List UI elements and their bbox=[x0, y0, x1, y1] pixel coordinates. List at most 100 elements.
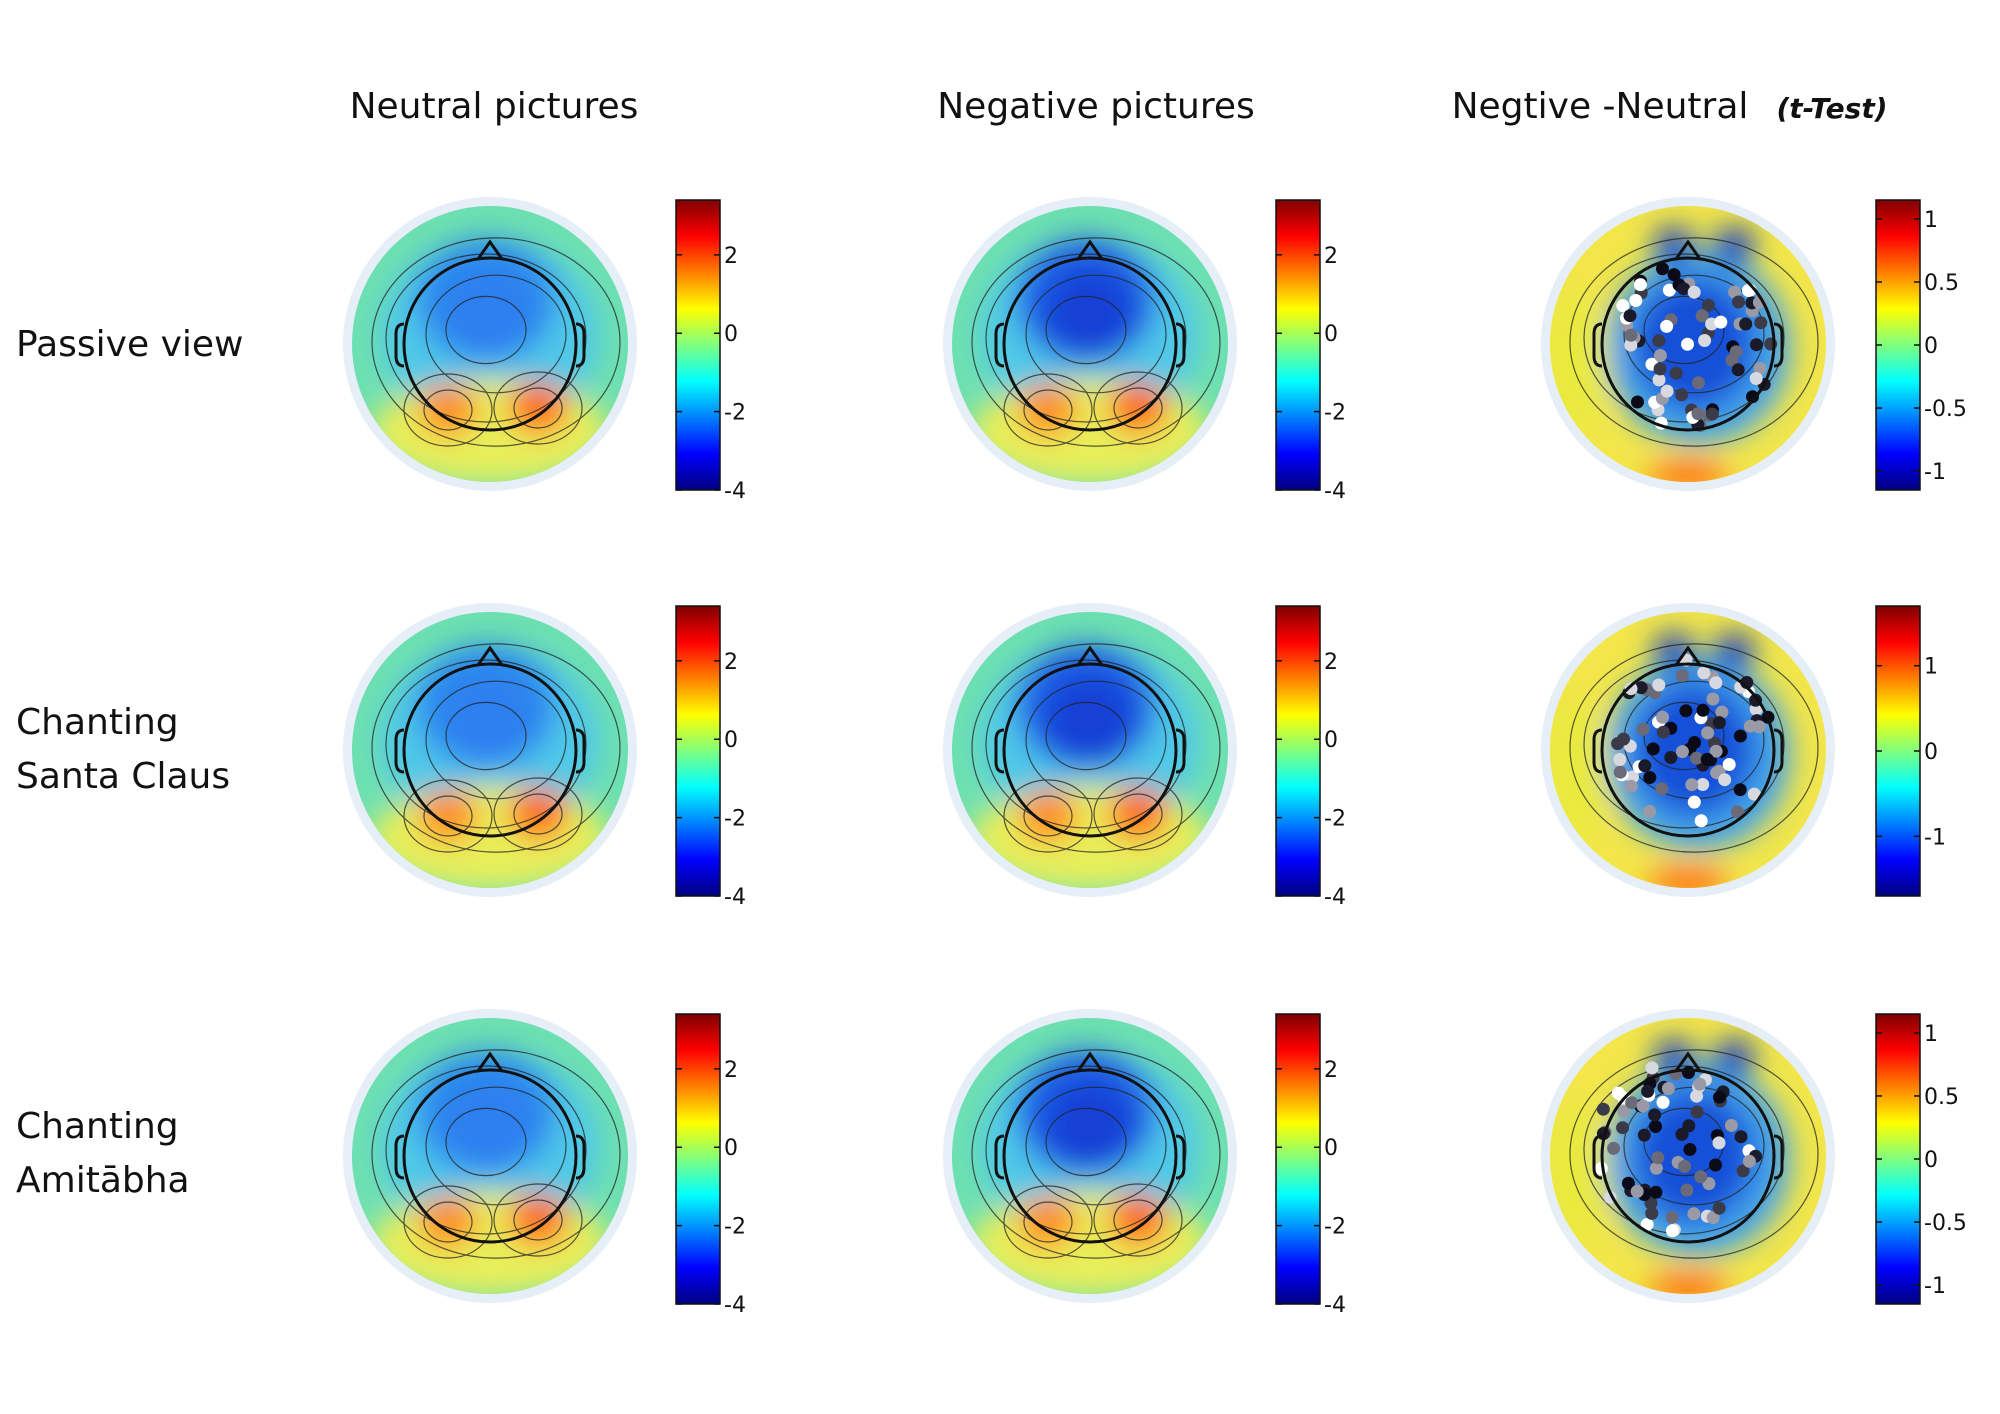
colorbar-tick-label: 2 bbox=[1324, 1058, 1338, 1083]
colorbar-r3-c3: 1 0.5 0 -0.5 -1 bbox=[1875, 1013, 1967, 1305]
electrode-dot bbox=[1660, 384, 1674, 398]
electrode-dot bbox=[1715, 705, 1729, 719]
electrode-dot bbox=[1629, 294, 1643, 307]
electrode-dot bbox=[1693, 1077, 1707, 1091]
electrode-dot bbox=[1638, 759, 1652, 773]
colorbar-tick-label: -4 bbox=[1324, 885, 1346, 910]
electrode-dot bbox=[1728, 285, 1742, 299]
column-title-ttest-suffix: (t-Test) bbox=[1776, 92, 1887, 125]
colorbar-r3-c1: 2 0 -2 -4 bbox=[675, 1013, 746, 1318]
electrode-dot bbox=[1687, 795, 1701, 809]
electrode-dot bbox=[1694, 814, 1708, 828]
colorbar-tick-label: -0.5 bbox=[1924, 1211, 1967, 1236]
electrode-dot bbox=[1733, 783, 1747, 797]
colorbar-tick-label: 2 bbox=[1324, 244, 1338, 269]
colorbar-tick-label: -4 bbox=[1324, 479, 1346, 504]
colorbar-grid: 2 0 -2 -4 2 0 -2 -4 1 0.5 0 -0.5 -1 2 0 -2 -4 2 0 -2 -4 1 0 -1 2… bbox=[675, 199, 1967, 1318]
column-title-neutral: Neutral pictures bbox=[350, 86, 639, 127]
electrode-dot bbox=[1681, 337, 1694, 351]
colorbar-tick-label: 0 bbox=[1324, 1136, 1338, 1161]
electrode-dot bbox=[1611, 1086, 1625, 1100]
topomap-r1-c3 bbox=[1541, 197, 1835, 491]
topomap-r3-c3 bbox=[1541, 1009, 1835, 1303]
electrode-dot bbox=[1649, 1185, 1663, 1199]
electrode-dot bbox=[1709, 1158, 1722, 1172]
electrode-dot bbox=[1665, 1210, 1679, 1224]
electrode-dot bbox=[1643, 771, 1657, 784]
electrode-dot bbox=[1624, 328, 1638, 342]
topomap-r2-c3 bbox=[1541, 603, 1835, 897]
electrode-dot bbox=[1649, 1120, 1662, 1133]
electrode-dot bbox=[1617, 732, 1630, 746]
colorbar-tick-label: -1 bbox=[1924, 1274, 1946, 1299]
column-title-negative: Negative pictures bbox=[937, 86, 1255, 127]
electrode-dot bbox=[1675, 745, 1689, 759]
electrode-dot bbox=[1687, 285, 1701, 299]
colorbar-tick-label: -2 bbox=[1324, 807, 1346, 832]
colorbar-tick-label: 2 bbox=[724, 650, 738, 675]
electrode-dot bbox=[1652, 373, 1666, 387]
head-outline bbox=[1592, 1051, 1784, 1244]
electrode-dot bbox=[1624, 779, 1638, 793]
topomap-r1-c2 bbox=[943, 197, 1237, 491]
colorbar-r3-c2: 2 0 -2 -4 bbox=[1275, 1013, 1346, 1318]
colorbar-tick-label: 1 bbox=[1924, 1022, 1938, 1047]
electrode-dot bbox=[1714, 315, 1728, 329]
electrode-dot bbox=[1696, 778, 1710, 791]
topomap-r2-c1 bbox=[343, 603, 637, 897]
row-label-amitabha-line1: Chanting bbox=[16, 1106, 179, 1147]
electrode-dot bbox=[1624, 682, 1638, 696]
colorbar-tick-label: 2 bbox=[724, 244, 738, 269]
electrode-dot bbox=[1677, 282, 1691, 296]
electrode-dot bbox=[1678, 1159, 1692, 1173]
colorbar-tick-label: -4 bbox=[1324, 1293, 1346, 1318]
colorbar-tick-label: -0.5 bbox=[1924, 397, 1967, 422]
electrode-dot bbox=[1688, 736, 1702, 749]
electrode-dot bbox=[1733, 729, 1747, 743]
electrode-dot bbox=[1624, 338, 1638, 352]
electrode-dot bbox=[1675, 388, 1689, 402]
colorbar-tick-label: -4 bbox=[724, 885, 746, 910]
colorbar-tick-label: 0.5 bbox=[1924, 1085, 1959, 1110]
colorbar-r1-c2: 2 0 -2 -4 bbox=[1275, 199, 1346, 504]
electrode-dot bbox=[1643, 805, 1657, 818]
electrode-dot bbox=[1724, 1118, 1738, 1132]
electrode-dot bbox=[1613, 753, 1627, 766]
electrode-dot bbox=[1656, 1095, 1670, 1109]
electrode-dot bbox=[1617, 1105, 1631, 1119]
electrode-dot bbox=[1752, 720, 1766, 734]
colorbar-tick-label: 0 bbox=[1924, 334, 1938, 359]
electrode-dot bbox=[1616, 299, 1630, 313]
electrode-dot bbox=[1697, 666, 1711, 680]
electrode-dot bbox=[1631, 395, 1644, 409]
electrode-dot bbox=[1687, 1207, 1701, 1221]
electrode-dot bbox=[1675, 669, 1689, 682]
colorbar-tick-label: -2 bbox=[1324, 401, 1346, 426]
electrode-dot bbox=[1648, 1108, 1662, 1122]
electrode-dot bbox=[1613, 765, 1627, 779]
topomap-r2-c2 bbox=[943, 603, 1237, 897]
colorbar-tick-label: 0 bbox=[724, 322, 738, 347]
electrode-dot bbox=[1742, 1154, 1756, 1168]
electrode-dot bbox=[1754, 316, 1768, 330]
electrode-dot bbox=[1709, 744, 1723, 758]
colorbar-tick-label: -1 bbox=[1924, 825, 1946, 850]
electrode-dot bbox=[1641, 1084, 1655, 1098]
colorbar-r1-c1: 2 0 -2 -4 bbox=[675, 199, 746, 504]
electrode-dot bbox=[1656, 262, 1669, 276]
topomap-grid bbox=[343, 197, 1835, 1303]
electrode-dot bbox=[1636, 1099, 1650, 1113]
colorbar-tick-label: 0 bbox=[1924, 1148, 1938, 1173]
electrode-dot bbox=[1730, 805, 1744, 819]
electrode-dot bbox=[1655, 782, 1669, 796]
colorbar-tick-label: -4 bbox=[724, 479, 746, 504]
colorbar-tick-label: -1 bbox=[1924, 460, 1946, 485]
electrode-dot bbox=[1625, 1096, 1639, 1110]
colorbar-r2-c2: 2 0 -2 -4 bbox=[1275, 605, 1346, 910]
colorbar-tick-label: 0 bbox=[724, 1136, 738, 1161]
electrode-dot bbox=[1736, 1164, 1750, 1178]
row-label-santa-claus-line2: Santa Claus bbox=[16, 756, 230, 797]
electrode-dot bbox=[1718, 773, 1732, 787]
electrode-dot bbox=[1729, 345, 1743, 359]
